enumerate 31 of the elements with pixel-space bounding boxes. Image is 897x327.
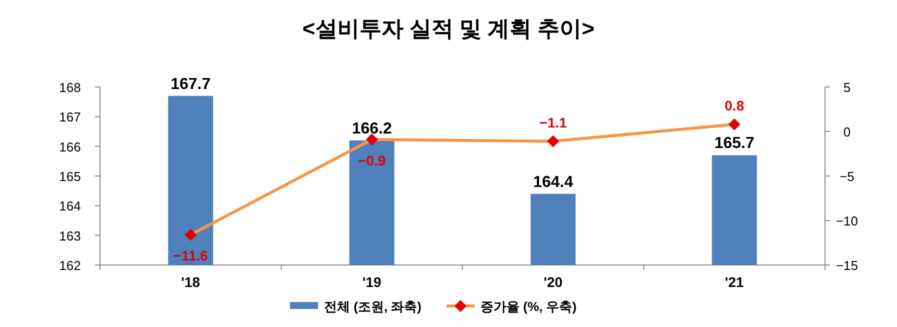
data-label: 167.7 — [170, 76, 211, 93]
y-tick-label: 166 — [59, 139, 81, 154]
point — [184, 228, 197, 241]
y-tick-label: 165 — [59, 169, 81, 184]
point — [547, 135, 560, 148]
y-tick-label: 168 — [59, 80, 81, 95]
x-tick-label: '21 — [724, 274, 744, 290]
y-tick-label: 164 — [59, 198, 81, 214]
data-label: −1.1 — [539, 114, 568, 130]
y-tick-label: 162 — [59, 258, 81, 273]
data-label: 165.7 — [714, 135, 754, 152]
legend-label: 증가율 (%, 우축) — [480, 299, 577, 314]
point — [366, 134, 378, 146]
y2-tick-label: −5 — [840, 169, 854, 184]
data-label: −11.6 — [173, 248, 208, 264]
y-tick-label: 167 — [59, 110, 81, 125]
data-label: −0.9 — [358, 152, 386, 169]
y-tick-label: 163 — [59, 228, 81, 244]
y2-tick-label: 0 — [843, 124, 851, 140]
point — [728, 118, 740, 130]
y2-tick-label: 5 — [843, 80, 851, 95]
chart-title: <설비투자 실적 및 계획 추이> — [302, 16, 595, 41]
x-tick-label: '19 — [362, 274, 382, 290]
data-label: 164.4 — [533, 174, 574, 191]
x-tick-label: '20 — [544, 274, 563, 290]
legend-label: 전체 (조원, 좌축) — [324, 299, 422, 314]
data-label: 0.8 — [724, 97, 744, 114]
x-tick-label: '18 — [181, 274, 200, 290]
y2-tick-label: −15 — [836, 258, 858, 273]
data-label: 166.2 — [352, 120, 392, 138]
y2-tick-label: −10 — [836, 214, 858, 228]
